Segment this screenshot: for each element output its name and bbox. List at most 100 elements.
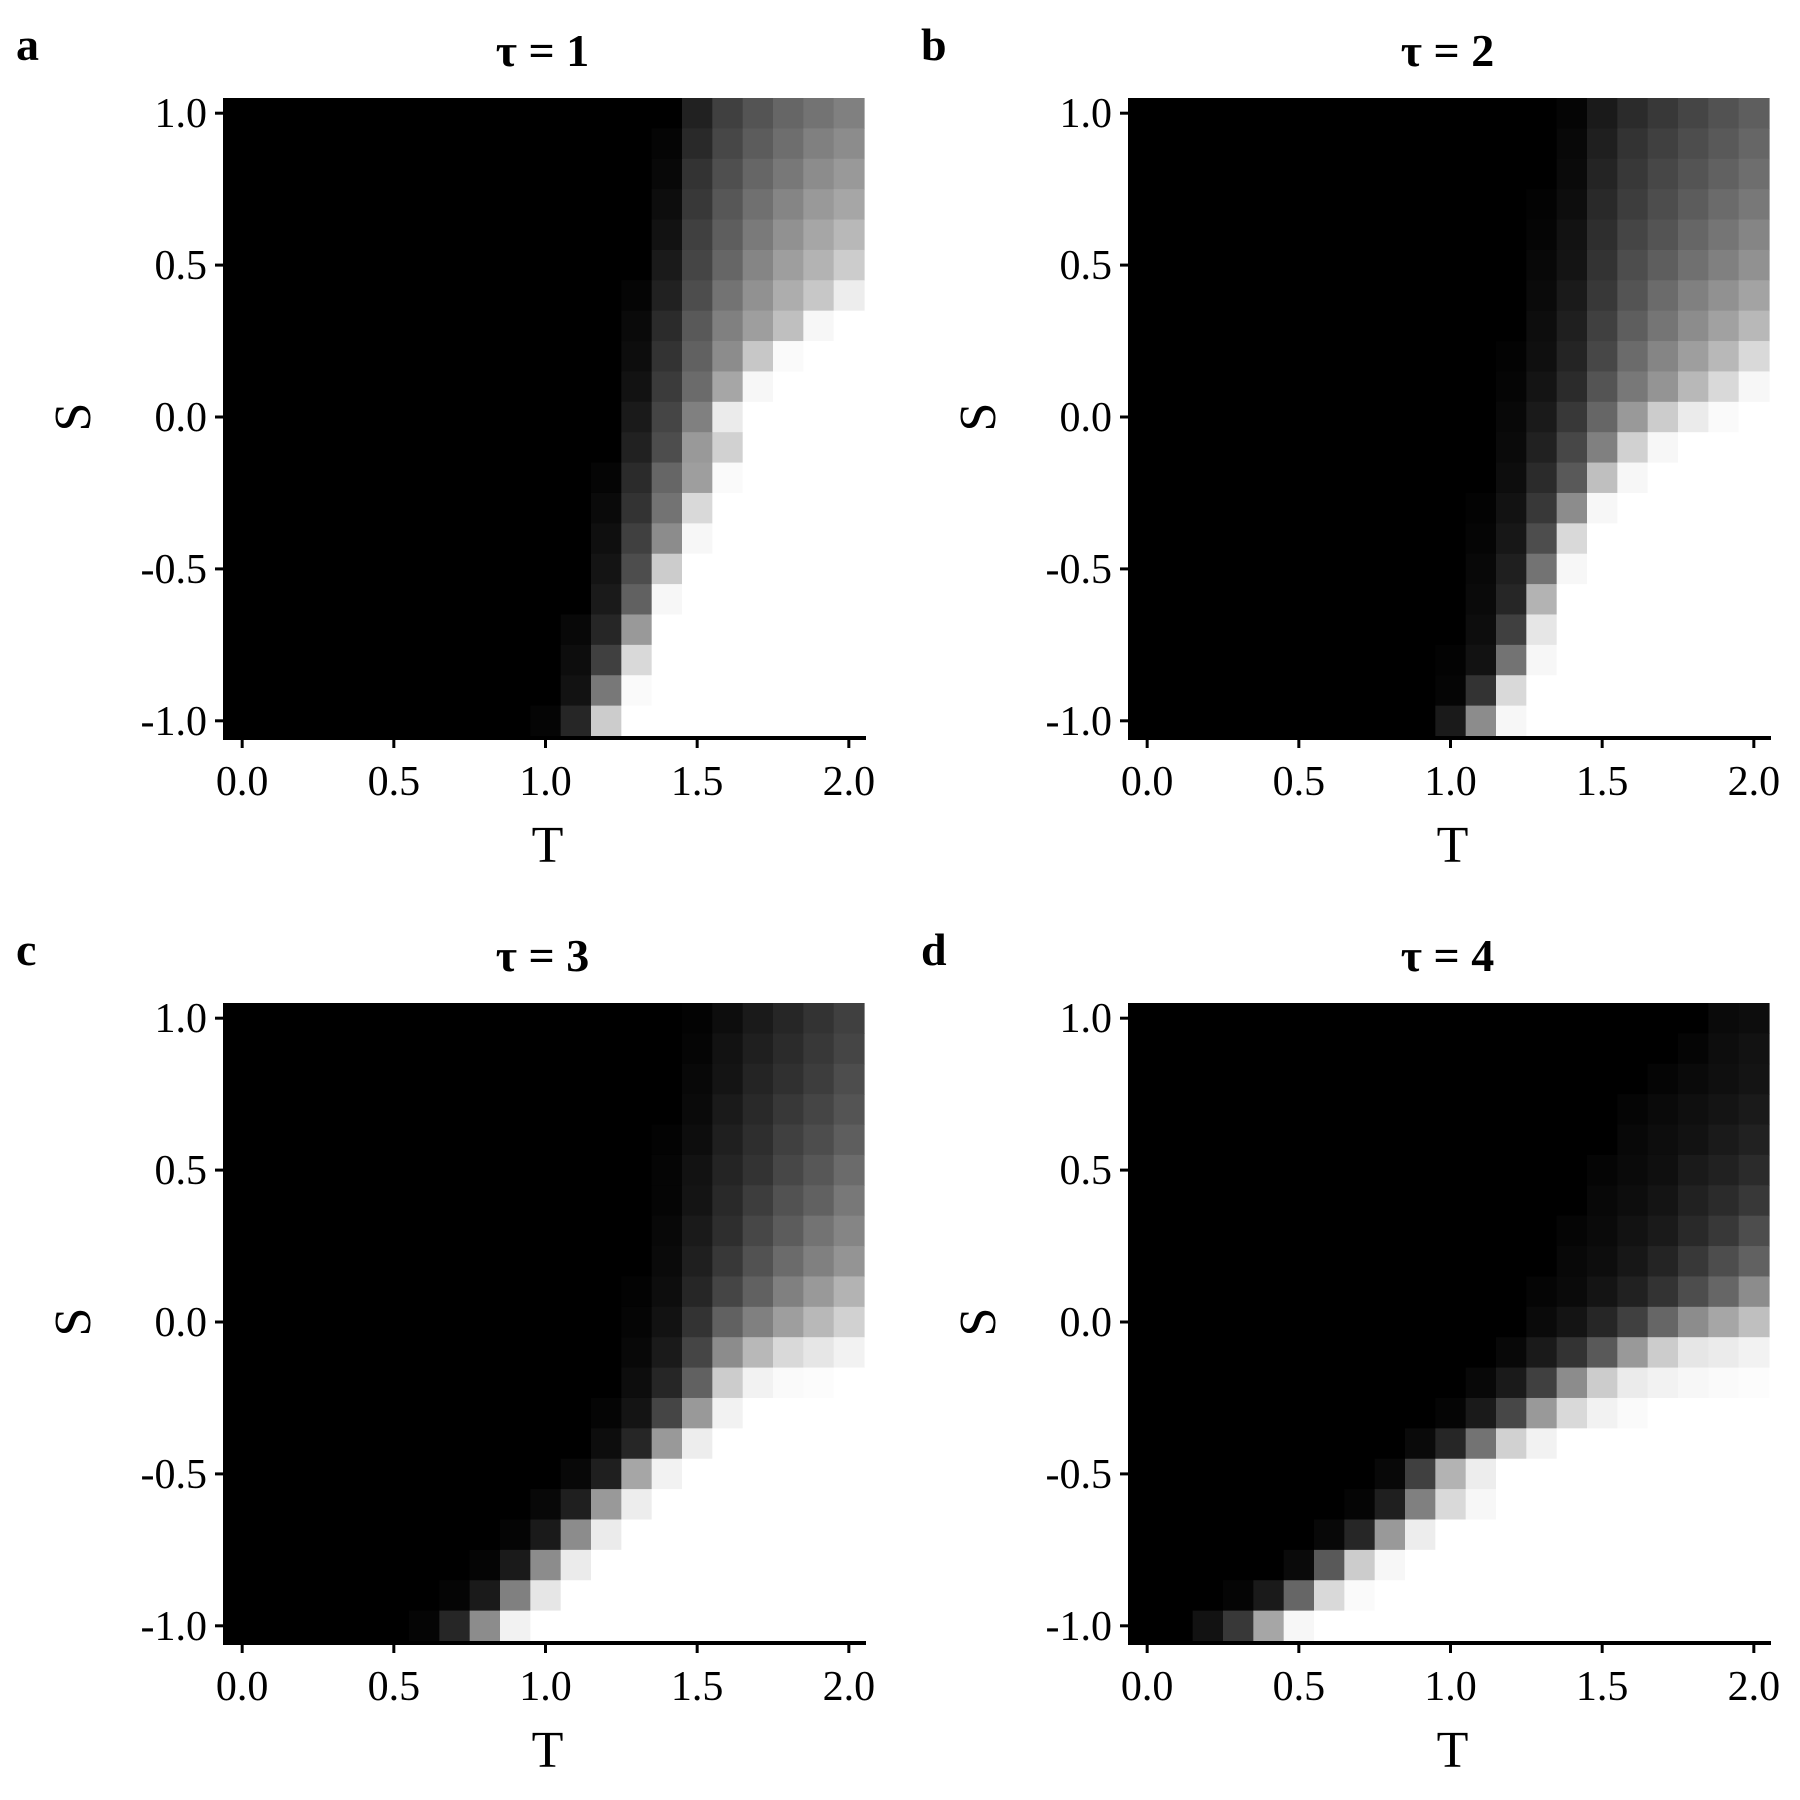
heat-cell [1465, 1580, 1497, 1612]
heat-cell [1253, 371, 1285, 403]
heat-cell [1465, 1246, 1497, 1278]
heat-cell [1496, 219, 1527, 251]
heat-cell [378, 1185, 410, 1217]
heat-cell [833, 341, 865, 373]
heat-cell [712, 1428, 744, 1460]
heat-cell [500, 1215, 531, 1247]
heat-cell [1223, 1458, 1254, 1490]
heat-cell [257, 462, 289, 494]
heat-cell [1223, 1033, 1254, 1065]
heat-cell [773, 1003, 804, 1034]
heat-cell [227, 614, 258, 646]
heat-cell [1283, 1458, 1315, 1490]
heat-cell [1647, 705, 1679, 737]
heat-cell [1374, 1549, 1406, 1581]
heat-cell [1465, 1549, 1497, 1581]
heat-cell [712, 614, 744, 646]
heat-cell [651, 492, 683, 524]
heat-cell [742, 675, 774, 707]
heat-cell [1587, 219, 1618, 251]
heat-cell [1647, 1458, 1679, 1490]
heat-cell [560, 584, 592, 616]
heat-cell [1587, 584, 1618, 616]
heat-cell [409, 310, 440, 342]
heat-cell [378, 189, 410, 221]
heat-cell [1374, 1063, 1406, 1095]
heat-cell [1526, 492, 1558, 524]
heat-cell [1314, 401, 1345, 433]
heat-cell [1647, 644, 1679, 676]
heat-cell [1132, 1549, 1163, 1581]
heat-cell [1162, 1458, 1194, 1490]
heat-cell [1647, 249, 1679, 281]
heat-cell [1435, 1215, 1467, 1247]
heat-cell [439, 219, 471, 251]
heat-cell [500, 1306, 531, 1338]
heat-cell [439, 1549, 471, 1581]
heat-cell [712, 1003, 744, 1034]
heat-cell [742, 1458, 774, 1490]
heat-cell [1344, 219, 1376, 251]
heat-cell [1314, 280, 1345, 312]
heat-cell [1526, 1367, 1558, 1399]
heat-cell [1314, 1276, 1345, 1308]
y-tick-label: 0.0 [1060, 1300, 1113, 1346]
heat-cell [530, 219, 562, 251]
heat-cell [318, 371, 349, 403]
heat-cell [1283, 1367, 1315, 1399]
heat-cell [1253, 705, 1285, 737]
heat-cell [1192, 1276, 1224, 1308]
heat-cell [712, 1306, 744, 1338]
heat-cell [287, 1276, 319, 1308]
heat-cell [409, 1124, 440, 1156]
y-tick-label: 0.0 [155, 395, 208, 441]
heat-cell [1678, 371, 1709, 403]
heat-cell [1253, 1306, 1285, 1338]
heat-cell [287, 675, 319, 707]
heat-cell [500, 1033, 531, 1065]
heat-cell [1314, 523, 1345, 555]
heat-cell [1587, 1458, 1618, 1490]
heat-cell [1192, 128, 1224, 160]
heat-cell [1587, 1246, 1618, 1278]
heat-cell [1435, 1185, 1467, 1217]
heat-cell [439, 1094, 471, 1126]
heat-cell [530, 1033, 562, 1065]
heat-cell [1374, 1397, 1406, 1429]
heat-cell [409, 523, 440, 555]
heat-cell [348, 341, 380, 373]
heat-cell [712, 1367, 744, 1399]
heat-cell [560, 1094, 592, 1126]
heat-cell [348, 158, 380, 190]
heat-cell [1496, 553, 1527, 585]
heat-cell [833, 371, 865, 403]
heat-cell [1344, 1215, 1376, 1247]
heat-cell [560, 492, 592, 524]
heat-cell [1132, 280, 1163, 312]
heat-cell [1314, 492, 1345, 524]
heat-cell [591, 553, 622, 585]
heat-cell [1617, 705, 1649, 737]
heat-cell [1253, 553, 1285, 585]
heat-cell [1587, 432, 1618, 464]
heat-cell [1132, 1003, 1163, 1034]
heat-cell [1617, 1033, 1649, 1065]
x-tick-label: 1.0 [519, 759, 572, 805]
heat-cell [1617, 644, 1649, 676]
heat-cell [1192, 310, 1224, 342]
heat-cell [1708, 98, 1740, 129]
heat-cell [257, 401, 289, 433]
heat-cell [1556, 219, 1588, 251]
y-tick-label: -1.0 [1046, 1604, 1113, 1650]
heat-cell [1374, 1276, 1406, 1308]
heat-cell [1192, 158, 1224, 190]
heat-cell [1314, 371, 1345, 403]
heat-cell [682, 158, 713, 190]
heat-cell [1283, 1397, 1315, 1429]
heat-cell [287, 705, 319, 737]
heat-cell [742, 189, 774, 221]
heat-cell [682, 553, 713, 585]
heat-cell [287, 1003, 319, 1034]
heat-cell [742, 1185, 774, 1217]
